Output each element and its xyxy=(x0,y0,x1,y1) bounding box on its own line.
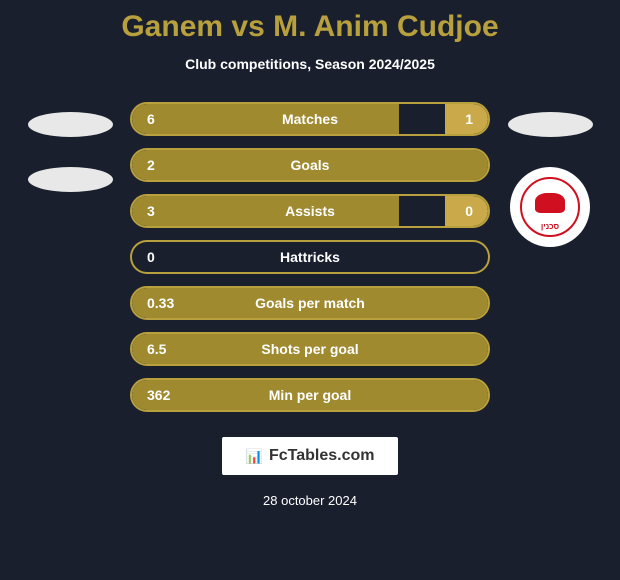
logo-text: FcTables.com xyxy=(269,447,375,465)
stat-bars: 6 Matches 1 2 Goals 3 Assists 0 0 Hattricks 0.33 Go… xyxy=(130,102,490,412)
badge-placeholder xyxy=(28,167,113,192)
stat-bar: 2 Goals xyxy=(130,148,490,182)
stats-area: 6 Matches 1 2 Goals 3 Assists 0 0 Hattricks 0.33 Go… xyxy=(0,102,620,412)
badge-text: סכנין xyxy=(541,222,559,231)
badge-placeholder xyxy=(28,112,113,137)
bar-label: Goals per match xyxy=(255,295,365,311)
left-badge-col xyxy=(25,102,115,192)
bar-value-left: 6.5 xyxy=(147,341,166,357)
bar-label: Assists xyxy=(285,203,335,219)
badge-placeholder xyxy=(508,112,593,137)
stat-bar: 0 Hattricks xyxy=(130,240,490,274)
badge-inner: סכנין xyxy=(520,177,580,237)
bar-label: Min per goal xyxy=(269,387,351,403)
bar-fill-left xyxy=(132,104,399,134)
bar-value-left: 6 xyxy=(147,111,155,127)
page-title: Ganem vs M. Anim Cudjoe xyxy=(121,10,498,44)
subtitle: Club competitions, Season 2024/2025 xyxy=(185,56,435,72)
stat-bar: 362 Min per goal xyxy=(130,378,490,412)
footer-logo: 📊 FcTables.com xyxy=(222,437,399,475)
bar-value-right: 0 xyxy=(465,203,473,219)
date-text: 28 october 2024 xyxy=(263,493,357,508)
comparison-infographic: Ganem vs M. Anim Cudjoe Club competition… xyxy=(0,0,620,580)
right-badge-col: סכנין xyxy=(505,102,595,247)
bar-label: Hattricks xyxy=(280,249,340,265)
chart-icon: 📊 xyxy=(246,448,263,465)
bar-value-left: 0 xyxy=(147,249,155,265)
bar-label: Goals xyxy=(291,157,330,173)
bar-value-left: 0.33 xyxy=(147,295,174,311)
bar-fill-left xyxy=(132,196,399,226)
bar-label: Matches xyxy=(282,111,338,127)
bar-value-left: 362 xyxy=(147,387,170,403)
bar-value-left: 2 xyxy=(147,157,155,173)
stat-bar: 3 Assists 0 xyxy=(130,194,490,228)
bar-label: Shots per goal xyxy=(261,341,358,357)
bar-value-right: 1 xyxy=(465,111,473,127)
stat-bar: 6.5 Shots per goal xyxy=(130,332,490,366)
bar-value-left: 3 xyxy=(147,203,155,219)
stat-bar: 0.33 Goals per match xyxy=(130,286,490,320)
team-badge: סכנין xyxy=(510,167,590,247)
stat-bar: 6 Matches 1 xyxy=(130,102,490,136)
goat-icon xyxy=(535,193,565,213)
